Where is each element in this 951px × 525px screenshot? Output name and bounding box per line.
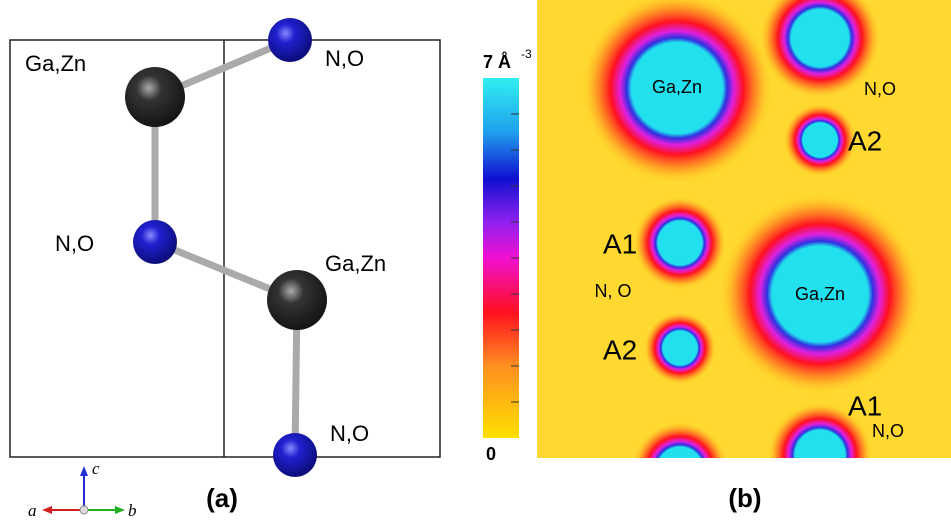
map-label: N,O: [872, 421, 904, 441]
caption: (a): [206, 483, 238, 513]
panel-a: Ga,Zn N,O N,O Ga,Zn N,O c a b (a): [10, 18, 440, 520]
map-label: A2: [603, 334, 637, 365]
map-label: A1: [603, 228, 637, 259]
atom-n-o: [273, 433, 317, 477]
atom-n-o: [133, 220, 177, 264]
atom-label: Ga,Zn: [25, 51, 86, 76]
atom-ga-zn: [267, 270, 327, 330]
map-label: N,O: [864, 79, 896, 99]
panel-b: 7 Å -3 0 Ga,Zn N,O A2 A1 N, O Ga,Zn A2 A…: [483, 0, 951, 518]
atom-label: Ga,Zn: [325, 251, 386, 276]
atom-label: N,O: [325, 46, 364, 71]
atom-ga-zn: [125, 67, 185, 127]
map-label: Ga,Zn: [795, 284, 845, 304]
axis-label: c: [92, 459, 100, 478]
colorbar-unit-exponent: -3: [521, 47, 532, 61]
axis-triad: c a b: [28, 459, 137, 520]
map-label: N, O: [594, 281, 631, 301]
axis-label: b: [128, 501, 137, 520]
map-label: Ga,Zn: [652, 77, 702, 97]
axis-label: a: [28, 501, 37, 520]
atom-n-o: [268, 18, 312, 62]
atom-label: N,O: [55, 231, 94, 256]
colorbar-min: 0: [486, 444, 496, 464]
atom-label: N,O: [330, 421, 369, 446]
figure: Ga,Zn N,O N,O Ga,Zn N,O c a b (a) 7 Å: [0, 0, 951, 525]
map-label: A1: [848, 390, 882, 421]
caption: (b): [728, 483, 761, 513]
colorbar-max: 7 Å: [483, 52, 511, 72]
map-label: A2: [848, 125, 882, 156]
